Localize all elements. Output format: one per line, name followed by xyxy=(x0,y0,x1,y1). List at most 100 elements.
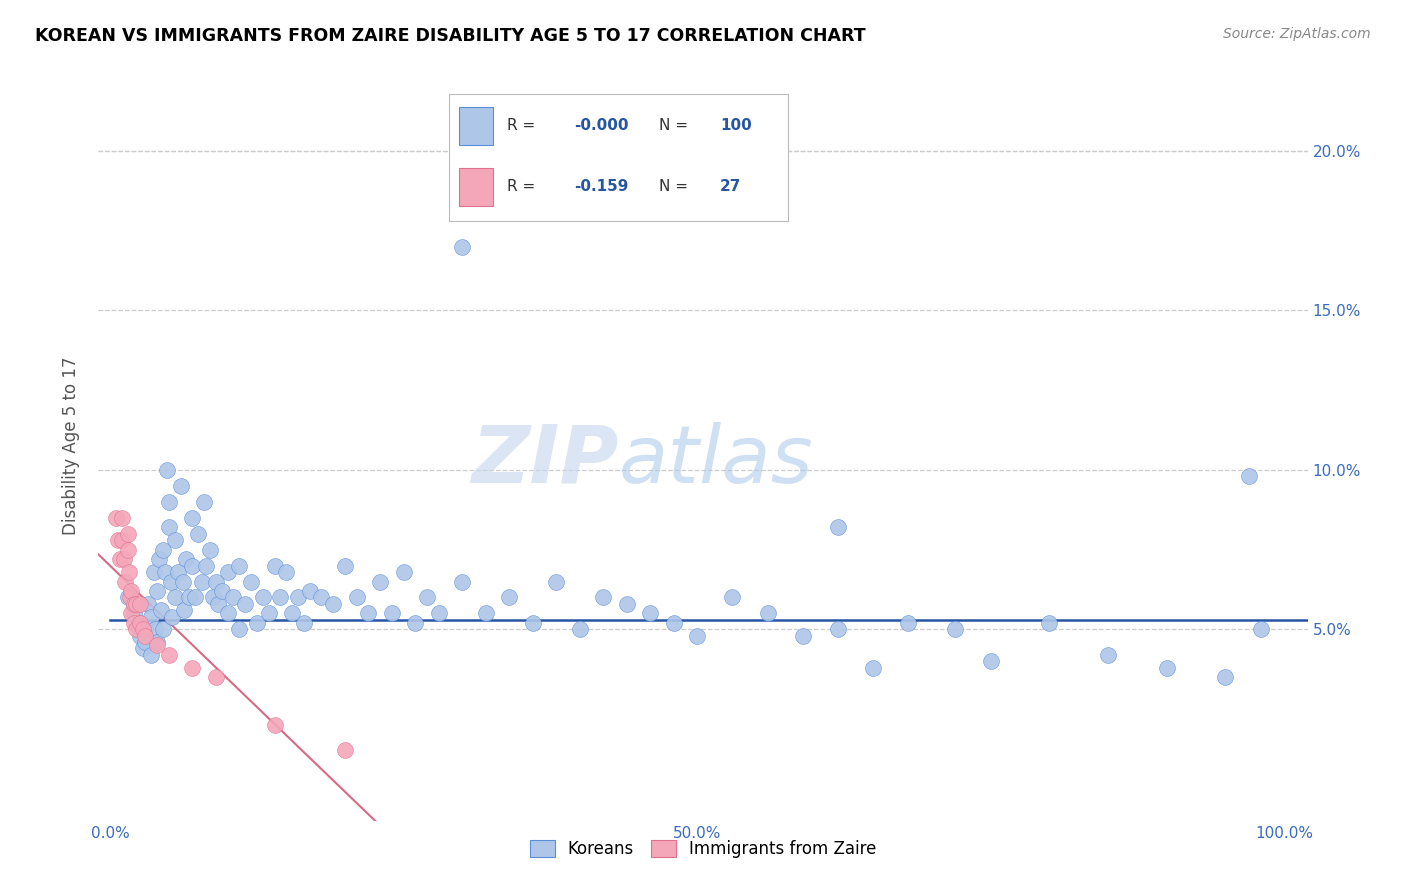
Point xyxy=(111,510,134,524)
Point xyxy=(207,597,229,611)
Point xyxy=(368,574,391,589)
Point xyxy=(167,565,190,579)
Point xyxy=(451,574,474,589)
Point xyxy=(134,623,156,637)
Point xyxy=(202,591,225,605)
Point xyxy=(686,629,709,643)
Point xyxy=(142,565,165,579)
Point xyxy=(157,520,180,534)
Point xyxy=(128,629,150,643)
Point xyxy=(125,623,148,637)
Point xyxy=(183,591,205,605)
Point xyxy=(120,607,142,621)
Point xyxy=(1038,615,1060,630)
Point xyxy=(522,615,544,630)
Point xyxy=(146,635,169,649)
Point xyxy=(190,574,212,589)
Point xyxy=(616,597,638,611)
Point xyxy=(204,574,226,589)
Point xyxy=(107,533,129,547)
Point xyxy=(333,558,356,573)
Point xyxy=(281,607,304,621)
Text: ZIP: ZIP xyxy=(471,422,619,500)
Point xyxy=(252,591,274,605)
Point xyxy=(155,463,177,477)
Point xyxy=(193,495,215,509)
Point xyxy=(125,597,148,611)
Point xyxy=(160,574,183,589)
Point xyxy=(117,542,139,557)
Point xyxy=(427,607,450,621)
Point xyxy=(173,603,195,617)
Point xyxy=(381,607,404,621)
Point xyxy=(311,591,333,605)
Point xyxy=(114,574,136,589)
Point xyxy=(163,533,186,547)
Point xyxy=(662,615,685,630)
Point xyxy=(132,623,155,637)
Point xyxy=(897,615,920,630)
Point xyxy=(176,552,198,566)
Point xyxy=(217,607,239,621)
Point xyxy=(546,574,568,589)
Point xyxy=(141,648,163,662)
Point xyxy=(568,623,591,637)
Point xyxy=(146,584,169,599)
Point xyxy=(827,520,849,534)
Point xyxy=(122,607,145,621)
Point xyxy=(195,558,218,573)
Point xyxy=(322,597,344,611)
Point xyxy=(292,615,315,630)
Text: atlas: atlas xyxy=(619,422,813,500)
Point xyxy=(269,591,291,605)
Point xyxy=(128,615,150,630)
Point xyxy=(122,615,145,630)
Point xyxy=(118,565,141,579)
Point xyxy=(198,542,221,557)
Text: KOREAN VS IMMIGRANTS FROM ZAIRE DISABILITY AGE 5 TO 17 CORRELATION CHART: KOREAN VS IMMIGRANTS FROM ZAIRE DISABILI… xyxy=(35,27,866,45)
Point xyxy=(862,660,884,674)
Point xyxy=(240,574,263,589)
Point xyxy=(263,718,285,732)
Point xyxy=(181,558,204,573)
Point xyxy=(152,623,174,637)
Point xyxy=(177,591,200,605)
Point xyxy=(141,609,163,624)
Point xyxy=(287,591,309,605)
Point xyxy=(152,542,174,557)
Point xyxy=(157,648,180,662)
Point xyxy=(162,609,184,624)
Point xyxy=(392,565,415,579)
Point xyxy=(128,597,150,611)
Point xyxy=(451,240,474,254)
Point xyxy=(333,743,356,757)
Point xyxy=(592,591,614,605)
Y-axis label: Disability Age 5 to 17: Disability Age 5 to 17 xyxy=(62,357,80,535)
Point xyxy=(105,510,128,524)
Point xyxy=(143,623,166,637)
Point xyxy=(157,495,180,509)
Point xyxy=(117,591,139,605)
Point xyxy=(357,607,380,621)
Point xyxy=(132,641,155,656)
Point xyxy=(204,670,226,684)
Point xyxy=(416,591,439,605)
Point xyxy=(134,635,156,649)
Text: Source: ZipAtlas.com: Source: ZipAtlas.com xyxy=(1223,27,1371,41)
Point xyxy=(120,591,142,605)
Point xyxy=(108,552,131,566)
Point xyxy=(228,558,250,573)
Point xyxy=(134,629,156,643)
Point xyxy=(1250,623,1272,637)
Point xyxy=(120,584,142,599)
Point xyxy=(257,607,280,621)
Point xyxy=(122,597,145,611)
Point xyxy=(276,565,298,579)
Point xyxy=(181,510,204,524)
Point xyxy=(136,597,159,611)
Point xyxy=(980,654,1002,668)
Legend: Koreans, Immigrants from Zaire: Koreans, Immigrants from Zaire xyxy=(523,833,883,864)
Point xyxy=(217,565,239,579)
Point xyxy=(404,615,426,630)
Point xyxy=(1237,469,1260,483)
